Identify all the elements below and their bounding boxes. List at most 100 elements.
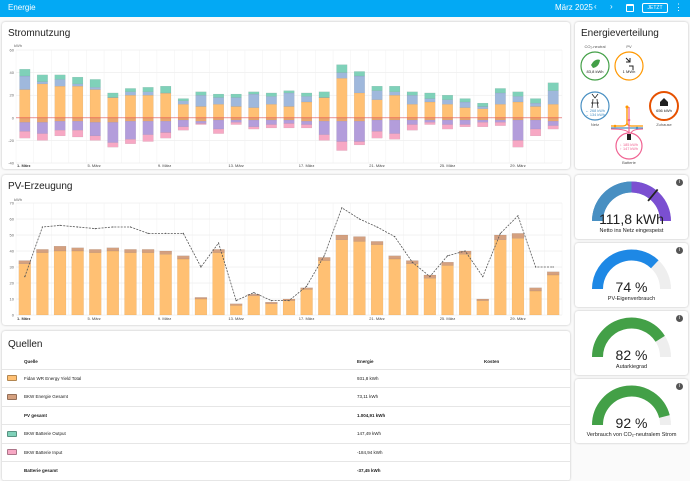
more-menu-icon[interactable]: ⋮ bbox=[674, 2, 683, 12]
pv-x-tick: 17. März bbox=[299, 316, 315, 321]
usage-bar-segment bbox=[142, 134, 154, 142]
usage-bar-segment bbox=[160, 132, 172, 139]
usage-bar-segment bbox=[477, 102, 489, 107]
usage-bar-segment bbox=[336, 117, 348, 122]
usage-bar-segment bbox=[230, 122, 242, 125]
gauge-card[interactable]: i 111,8 kWh Netto ins Netz eingespeist bbox=[575, 175, 688, 239]
usage-bar-segment bbox=[371, 86, 383, 91]
pv-bar-bkw bbox=[141, 249, 155, 253]
usage-bar-segment bbox=[177, 117, 189, 121]
home-icon bbox=[660, 98, 668, 106]
pv-forecast-point bbox=[482, 276, 484, 278]
source-energy: 147,49 kWh bbox=[357, 424, 484, 444]
info-icon[interactable]: i bbox=[676, 315, 683, 322]
usage-x-tick: 13. März bbox=[228, 163, 244, 168]
source-cost bbox=[484, 443, 570, 462]
source-cost bbox=[484, 406, 570, 425]
usage-bar-segment bbox=[125, 91, 136, 96]
table-row: PV gesamt 1.004,91 kWh bbox=[2, 406, 570, 425]
usage-bar-segment bbox=[494, 88, 506, 94]
pv-bar-bkw bbox=[89, 249, 102, 253]
usage-bar-segment bbox=[36, 133, 48, 141]
usage-bar-segment bbox=[19, 117, 31, 123]
usage-bar-segment bbox=[371, 131, 383, 139]
pv-bar-bkw bbox=[53, 246, 67, 252]
gauge-label: Verbrauch von CO₂-neutralem Strom bbox=[586, 432, 677, 438]
usage-bar-segment bbox=[406, 117, 418, 121]
pv-bar-bkw bbox=[511, 233, 525, 239]
pv-x-tick: 5. März bbox=[87, 316, 100, 321]
usage-bar-segment bbox=[442, 124, 453, 130]
pv-bar-fidan bbox=[194, 298, 208, 316]
sources-table: Quelle Energie Kosten Fidan WR Energy Yi… bbox=[2, 355, 570, 481]
previous-period-button[interactable]: ‹ bbox=[594, 2, 597, 11]
usage-bar-segment bbox=[177, 126, 189, 131]
usage-bar-segment bbox=[36, 122, 48, 134]
now-button[interactable]: JETZT bbox=[642, 3, 668, 13]
usage-bar-segment bbox=[195, 121, 207, 124]
calendar-icon[interactable] bbox=[626, 4, 634, 12]
pv-bar-fidan bbox=[406, 263, 419, 316]
usage-bar-segment bbox=[89, 87, 101, 90]
usage-bar-segment bbox=[142, 121, 154, 135]
pv-forecast-point bbox=[41, 226, 44, 228]
usage-x-tick: 9. März bbox=[158, 163, 171, 168]
usage-bar-segment bbox=[389, 86, 401, 92]
column-cost: Kosten bbox=[484, 355, 570, 370]
usage-y-tick: -20 bbox=[8, 138, 15, 143]
pv-node-label: PV bbox=[626, 44, 632, 49]
usage-y-tick: 40 bbox=[10, 70, 15, 75]
pv-x-tick: 21. März bbox=[369, 316, 385, 321]
pv-bar-bkw bbox=[212, 249, 225, 253]
pv-forecast-point bbox=[534, 266, 537, 268]
usage-bar-segment bbox=[477, 119, 489, 123]
usage-y-tick: 20 bbox=[10, 93, 15, 98]
pv-forecast-point bbox=[24, 276, 26, 278]
usage-bar-segment bbox=[547, 90, 559, 105]
usage-bar-segment bbox=[142, 87, 154, 92]
gauge-card[interactable]: i 82 % Autarkiegrad bbox=[575, 311, 688, 375]
legend-swatch bbox=[7, 430, 17, 437]
usage-bar-segment bbox=[230, 93, 242, 98]
info-icon[interactable]: i bbox=[676, 247, 683, 254]
pv-forecast-point bbox=[112, 226, 114, 228]
gauge-card[interactable]: i 74 % PV-Eigenverbrauch bbox=[575, 243, 688, 307]
pv-bar-fidan bbox=[335, 239, 348, 316]
usage-bar-segment bbox=[547, 121, 559, 126]
info-icon[interactable]: i bbox=[676, 179, 683, 186]
pv-chart: kWh 70 60 50 40 30 20 10 0 1. März 5. März 9. Mär… bbox=[10, 197, 563, 321]
battery-icon bbox=[627, 134, 631, 140]
usage-bar-segment bbox=[177, 119, 189, 127]
usage-bar-segment bbox=[301, 121, 313, 125]
usage-bar-segment bbox=[424, 92, 436, 99]
gauge-value: 92 % bbox=[615, 415, 648, 431]
period-label[interactable]: März 2025 bbox=[555, 3, 593, 12]
source-name: Batterie gesamt bbox=[24, 461, 357, 481]
usage-bar-segment bbox=[248, 117, 260, 121]
next-period-button[interactable]: › bbox=[610, 2, 613, 11]
flow-pv-grid bbox=[611, 107, 628, 127]
usage-bar-segment bbox=[248, 119, 260, 127]
gauge-card[interactable]: i 92 % Verbrauch von CO₂-neutralem Strom bbox=[575, 379, 688, 443]
usage-bar-segment bbox=[336, 64, 348, 73]
usage-bar-segment bbox=[248, 93, 260, 108]
info-icon[interactable]: i bbox=[676, 383, 683, 390]
source-name: BKW Energie Gesamt bbox=[24, 387, 357, 407]
usage-bar-segment bbox=[107, 142, 119, 148]
source-cost bbox=[484, 424, 570, 444]
usage-bar-segment bbox=[512, 101, 524, 118]
leaf-icon bbox=[591, 59, 600, 68]
usage-bar-segment bbox=[213, 97, 224, 105]
usage-bar-segment bbox=[36, 81, 48, 85]
usage-bar-segment bbox=[301, 92, 313, 97]
pv-bar-fidan bbox=[89, 252, 102, 316]
source-name: PV gesamt bbox=[24, 406, 357, 425]
usage-bar-segment bbox=[195, 95, 207, 107]
pv-bar-fidan bbox=[494, 239, 507, 316]
pv-bar-bkw bbox=[300, 287, 313, 290]
pv-forecast-point bbox=[253, 292, 255, 294]
usage-bar-segment bbox=[230, 97, 242, 107]
usage-bar-segment bbox=[389, 95, 401, 118]
usage-bar-segment bbox=[213, 119, 224, 130]
gauge-needle bbox=[647, 188, 659, 202]
